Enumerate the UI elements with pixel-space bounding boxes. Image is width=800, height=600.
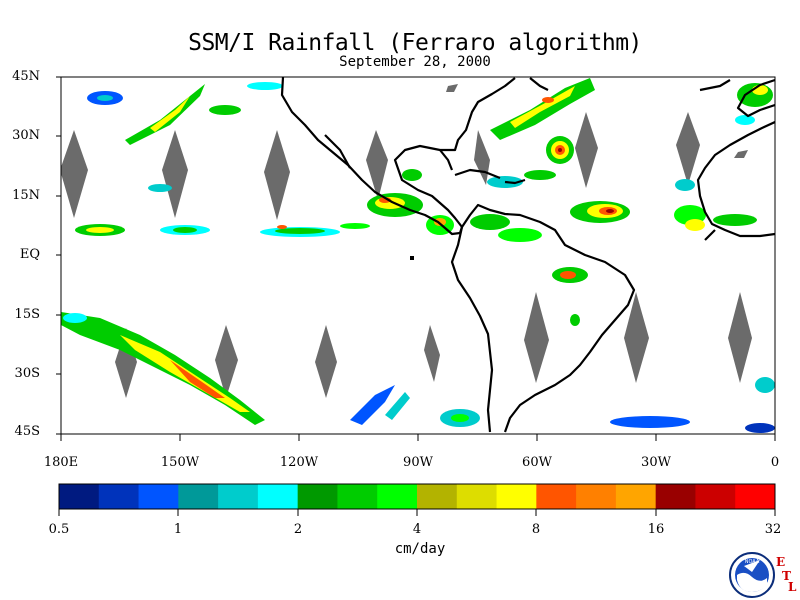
coastline [324,134,351,169]
rain-patch [61,312,265,425]
swath-gap [728,292,752,383]
lon-label-60w: 60W [522,455,552,470]
colorbar-cell [297,484,338,509]
coastline [461,203,636,433]
lat-label-15s: 15S [14,307,40,322]
swath-gap [264,130,290,220]
swath-gap [315,325,337,398]
axis-ticks [56,76,776,441]
swath-gap [61,130,88,218]
colorbar-cell [178,484,219,509]
colorbar-label: 4 [412,522,422,537]
swath-gap [624,292,649,383]
colorbar-label: 16 [647,522,665,537]
coastline [736,78,775,118]
lon-label-90w: 90W [403,455,433,470]
lon-label-180e: 180E [43,455,79,470]
lat-label-45n: 45N [12,69,40,84]
colorbar [59,484,776,509]
swath-gap [474,130,490,185]
noaa-logo-text: NOAA [745,559,760,565]
colorbar-cell [576,484,617,509]
colorbar-label: 32 [764,522,782,537]
colorbar-label: 0.5 [48,522,70,537]
colorbar-cell [456,484,498,509]
rain-patch [87,82,283,192]
colorbar-cell [337,484,378,509]
map-frame [60,76,776,435]
colorbar-cell [138,484,179,509]
colorbar-ticks [58,509,776,516]
colorbar-cell [695,484,736,509]
coastline [704,229,716,241]
etl-logo-e: E [776,555,786,569]
lon-label-0: 0 [770,455,780,470]
colorbar-cell [496,484,537,509]
rain-patch [570,83,773,231]
map-layer [61,77,775,433]
lat-label-15n: 15N [12,188,40,203]
rainfall-layer [61,78,775,433]
coastline [504,178,526,185]
colorbar-cell [377,484,418,509]
colorbar-cell [59,484,100,509]
lat-label-30n: 30N [12,128,40,143]
colorbar-cell [655,484,696,509]
rain-patch [75,223,370,237]
colorbar-cell [735,484,776,509]
colorbar-label: 2 [293,522,303,537]
coastline [393,77,516,228]
swath-gap [446,84,458,92]
coastline [529,77,549,91]
colorbar-cell [257,484,299,509]
colorbar-cell [536,484,577,509]
lat-label-45s: 45S [14,424,40,439]
lon-label-150w: 150W [160,455,200,470]
rain-patch [350,385,775,433]
swath-gap [676,112,700,185]
coastline-layer [280,77,775,433]
colorbar-label: 1 [173,522,183,537]
swath-gap [366,130,388,200]
lat-label-eq: EQ [19,247,40,262]
etl-logo-l: L [788,580,797,594]
lon-label-30w: 30W [641,455,671,470]
swath-gap [424,325,440,382]
lat-label-30s: 30S [14,366,40,381]
rain-patch [490,78,595,164]
rain-patch [552,267,775,393]
coastline [439,149,454,171]
colorbar-units: cm/day [394,541,446,557]
coastline [280,77,464,236]
coastline [699,79,731,92]
colorbar-label: 8 [531,522,541,537]
island-marker [410,256,414,260]
noaa-logo: NOAA [729,552,775,598]
map-subtitle: September 28, 2000 [339,54,491,70]
lon-label-120w: 120W [279,455,319,470]
etl-logo-t: T [782,569,791,583]
swath-gap [734,150,748,158]
colorbar-cell [218,484,259,509]
swath-gap [524,292,549,383]
coastline [454,168,501,180]
coastline [450,226,494,433]
swath-gap [215,325,238,398]
map-title: SSM/I Rainfall (Ferraro algorithm) [188,30,642,56]
swath-gap [162,130,188,218]
coastline [696,121,775,238]
swath-gap [575,112,598,188]
colorbar-cell [615,484,657,509]
colorbar-cell [98,484,140,509]
colorbar-cell [417,484,458,509]
